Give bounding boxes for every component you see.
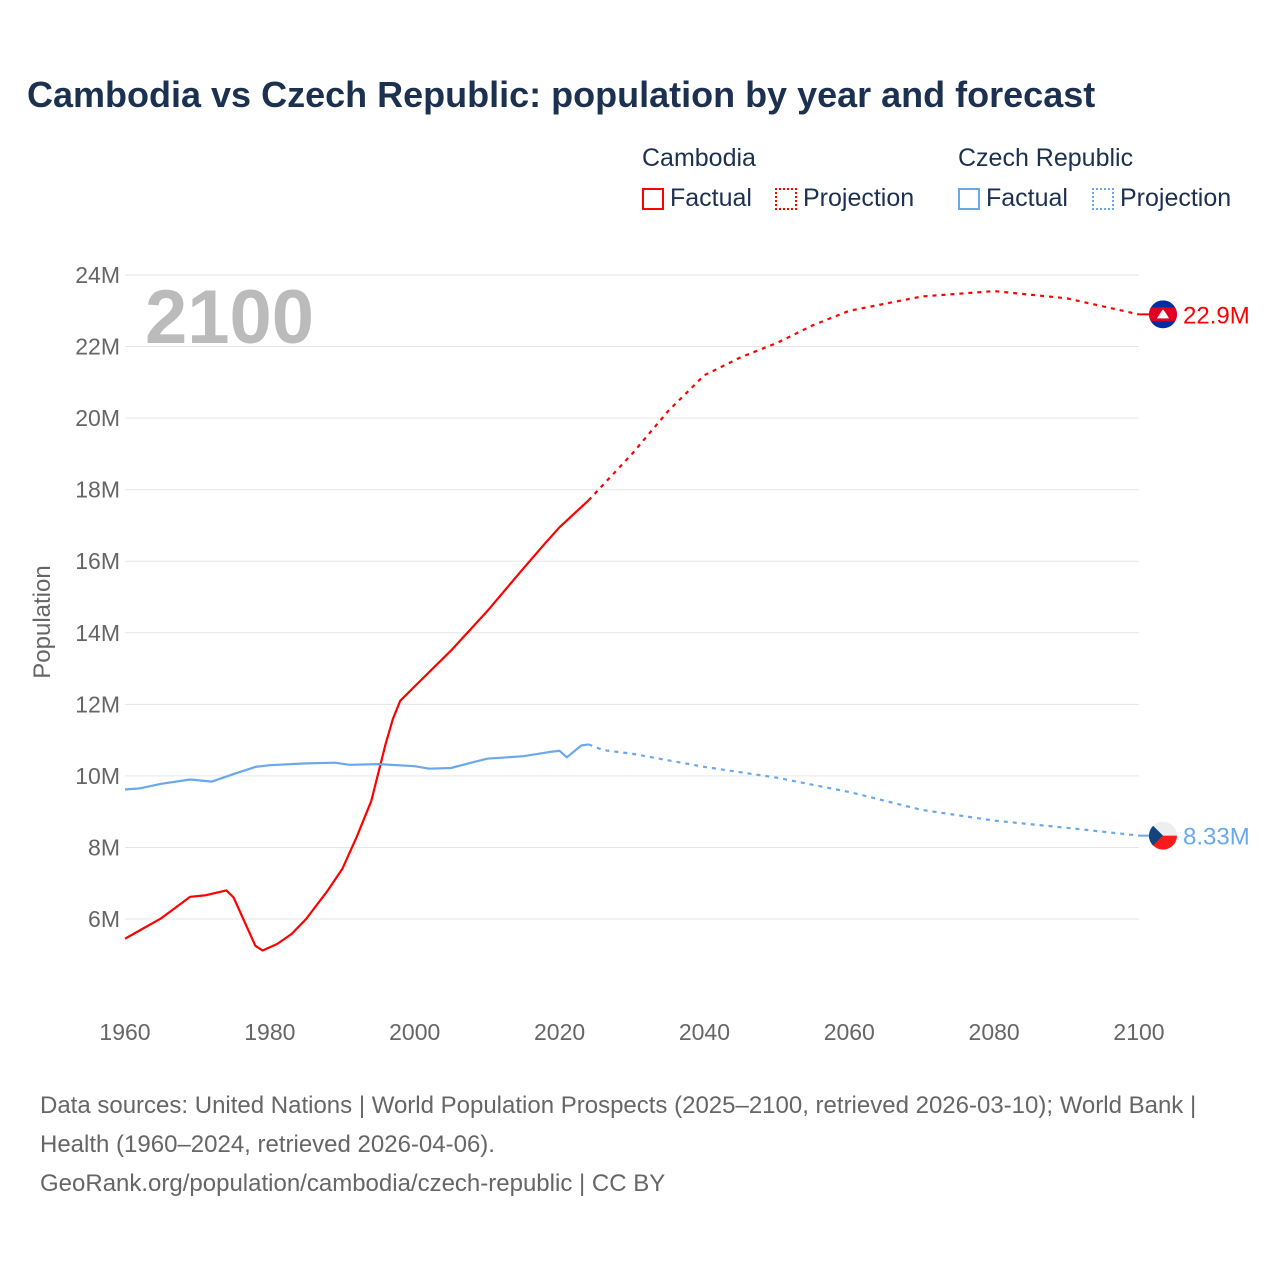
y-tick-label: 18M [75,477,120,503]
legend-label: Factual [986,184,1068,212]
legend-swatch-solid [642,187,664,210]
legend-swatch-dotted [775,187,797,210]
legend-label: Projection [1120,184,1232,212]
year-watermark: 2100 [145,275,314,360]
czech-republic-end-value-label: 8.33M [1183,824,1250,851]
y-tick-label: 24M [75,262,120,288]
x-tick-label: 1960 [99,1019,150,1045]
y-tick-label: 14M [75,620,120,646]
x-tick-label: 2060 [824,1019,875,1045]
x-tick-label: 2040 [679,1019,730,1045]
footer: Data sources: United Nations | World Pop… [40,1086,1240,1203]
legend-swatch-dotted [1092,187,1114,210]
cambodia-factual-line [124,499,590,952]
x-tick-label: 2080 [969,1019,1020,1045]
legend-group-cambodia: Cambodia [642,144,756,172]
y-tick-label: 8M [88,834,120,860]
y-tick-label: 16M [75,548,120,574]
legend-swatch-solid [958,187,980,210]
legend-label: Projection [803,184,915,212]
czech-republic-projection-line [588,743,1140,837]
y-axis-label: Population [29,565,56,678]
chart-title: Cambodia vs Czech Republic: population b… [27,74,1096,115]
legend-group-czech: Czech Republic [958,144,1134,172]
legend-cambodia-factual[interactable]: Factual [642,184,752,213]
source-link[interactable]: GeoRank.org/population/cambodia/czech-re… [40,1170,666,1197]
cambodia-projection-line [587,289,1140,502]
legend-czech-factual[interactable]: Factual [958,184,1068,213]
x-tick-label: 2020 [534,1019,585,1045]
data-sources: Data sources: United Nations | World Pop… [40,1092,1197,1158]
y-tick-label: 20M [75,405,120,431]
x-tick-label: 2000 [389,1019,440,1045]
czech-flag-icon [1149,821,1177,850]
czech-republic-factual-line [124,743,589,791]
x-tick-label: 2100 [1113,1019,1164,1045]
y-tick-label: 12M [75,691,120,717]
legend-cambodia-projection[interactable]: Projection [775,184,914,213]
y-tick-label: 10M [75,763,120,789]
legend-czech-projection[interactable]: Projection [1092,184,1231,213]
legend-label: Factual [670,184,752,212]
y-tick-label: 6M [88,906,120,932]
x-tick-label: 1980 [244,1019,295,1045]
y-tick-label: 22M [75,334,120,360]
cambodia-flag-icon [1149,300,1177,329]
cambodia-end-value-label: 22.9M [1183,302,1250,329]
